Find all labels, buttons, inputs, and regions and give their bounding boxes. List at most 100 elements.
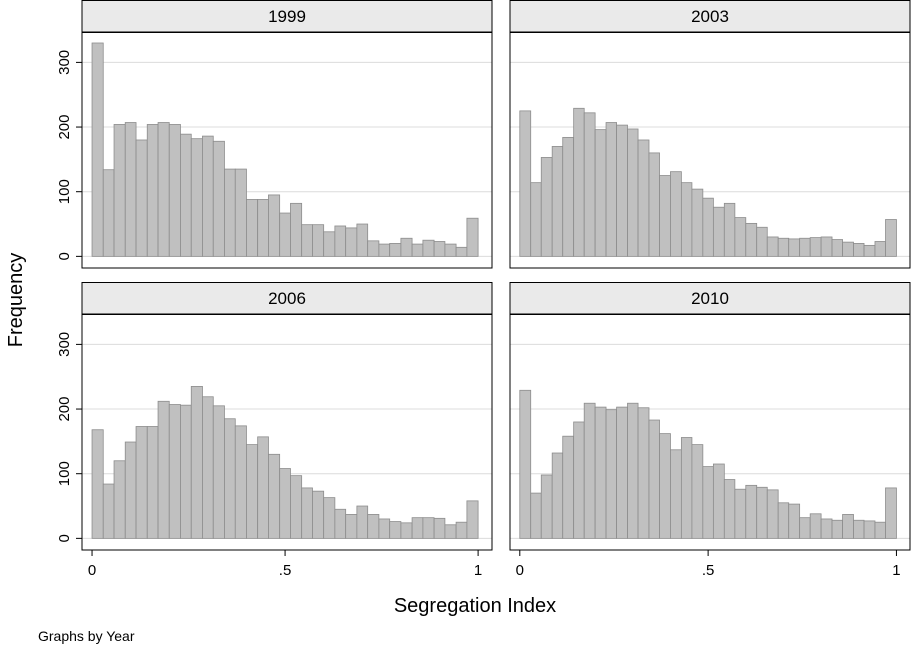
panel-title: 1999 xyxy=(268,7,306,26)
bar xyxy=(788,503,801,539)
bar xyxy=(863,520,876,539)
bar xyxy=(157,122,170,257)
bar xyxy=(809,513,822,539)
bar xyxy=(257,436,269,539)
bar xyxy=(799,237,811,257)
bar xyxy=(135,426,148,539)
bar xyxy=(422,517,435,539)
bar xyxy=(411,243,424,257)
bar xyxy=(853,519,865,539)
bar xyxy=(648,152,660,257)
bar xyxy=(367,240,380,257)
bar xyxy=(874,521,886,539)
bar xyxy=(540,474,553,539)
note: Graphs by Year xyxy=(38,628,135,644)
bar xyxy=(670,171,682,257)
bar xyxy=(301,487,313,539)
bar xyxy=(637,139,650,257)
bar xyxy=(400,522,413,539)
bar xyxy=(820,518,833,539)
bar xyxy=(756,226,768,257)
panel-title: 2003 xyxy=(691,7,729,26)
bar xyxy=(146,426,159,539)
bar xyxy=(91,42,104,257)
bar xyxy=(345,514,358,539)
y-tick-label: 300 xyxy=(56,50,73,75)
bar xyxy=(734,488,747,539)
bar xyxy=(290,475,303,539)
plot-frame xyxy=(81,313,493,551)
y-tick-label: 300 xyxy=(56,332,73,357)
plot-frame xyxy=(509,31,911,269)
bar xyxy=(257,199,269,257)
bar xyxy=(712,206,725,257)
bar xyxy=(874,241,886,257)
bar xyxy=(583,112,596,257)
x-tick-label: 1 xyxy=(892,562,900,579)
bar xyxy=(378,243,391,257)
panel-title: 2006 xyxy=(268,289,306,308)
bar xyxy=(799,517,811,539)
y-tick-label: 200 xyxy=(56,115,73,140)
bar xyxy=(466,500,479,539)
bar xyxy=(157,400,170,539)
bar xyxy=(466,217,479,257)
bar xyxy=(551,452,564,539)
bar xyxy=(124,122,137,257)
x-tick-label: 0 xyxy=(88,562,96,579)
bar xyxy=(323,231,336,257)
bar xyxy=(135,139,148,257)
bar xyxy=(885,219,897,257)
bar xyxy=(356,223,369,257)
y-tick-label: 200 xyxy=(56,397,73,422)
bar xyxy=(530,182,542,257)
bar xyxy=(842,241,854,257)
bar xyxy=(190,138,203,257)
bar xyxy=(168,124,181,257)
bar xyxy=(378,518,391,539)
bar xyxy=(334,225,347,257)
bar xyxy=(102,169,115,257)
bar xyxy=(648,419,660,539)
bar xyxy=(422,239,435,257)
plot-frame xyxy=(81,31,493,269)
bar xyxy=(659,175,671,257)
bar xyxy=(680,182,693,257)
bar xyxy=(594,129,607,257)
x-tick-label: .5 xyxy=(702,562,715,579)
bar xyxy=(691,444,704,539)
bar xyxy=(723,479,736,539)
bar xyxy=(389,521,402,539)
x-tick-label: .5 xyxy=(279,562,292,579)
bar xyxy=(842,514,854,539)
bar xyxy=(234,425,247,539)
bar xyxy=(745,484,758,539)
bar xyxy=(702,466,714,539)
bar xyxy=(212,140,225,257)
bar xyxy=(573,421,585,539)
bar xyxy=(312,490,325,539)
bar xyxy=(637,407,650,539)
bar xyxy=(279,212,291,257)
bar xyxy=(113,460,126,539)
bar xyxy=(627,402,639,539)
bar xyxy=(168,404,181,539)
y-tick-label: 0 xyxy=(56,534,73,542)
bar xyxy=(268,453,281,539)
bar xyxy=(102,483,115,539)
plot-frame xyxy=(509,313,911,551)
bar xyxy=(777,502,790,539)
bar xyxy=(519,110,532,257)
bar xyxy=(745,222,758,257)
bar xyxy=(190,386,203,539)
bar xyxy=(433,241,446,257)
x-tick-label: 1 xyxy=(474,562,482,579)
bar xyxy=(562,435,575,539)
y-tick-label: 100 xyxy=(56,179,73,204)
bar xyxy=(605,409,617,539)
bar xyxy=(670,449,682,539)
bar xyxy=(766,236,779,257)
bar xyxy=(627,128,639,257)
bar xyxy=(809,237,822,257)
